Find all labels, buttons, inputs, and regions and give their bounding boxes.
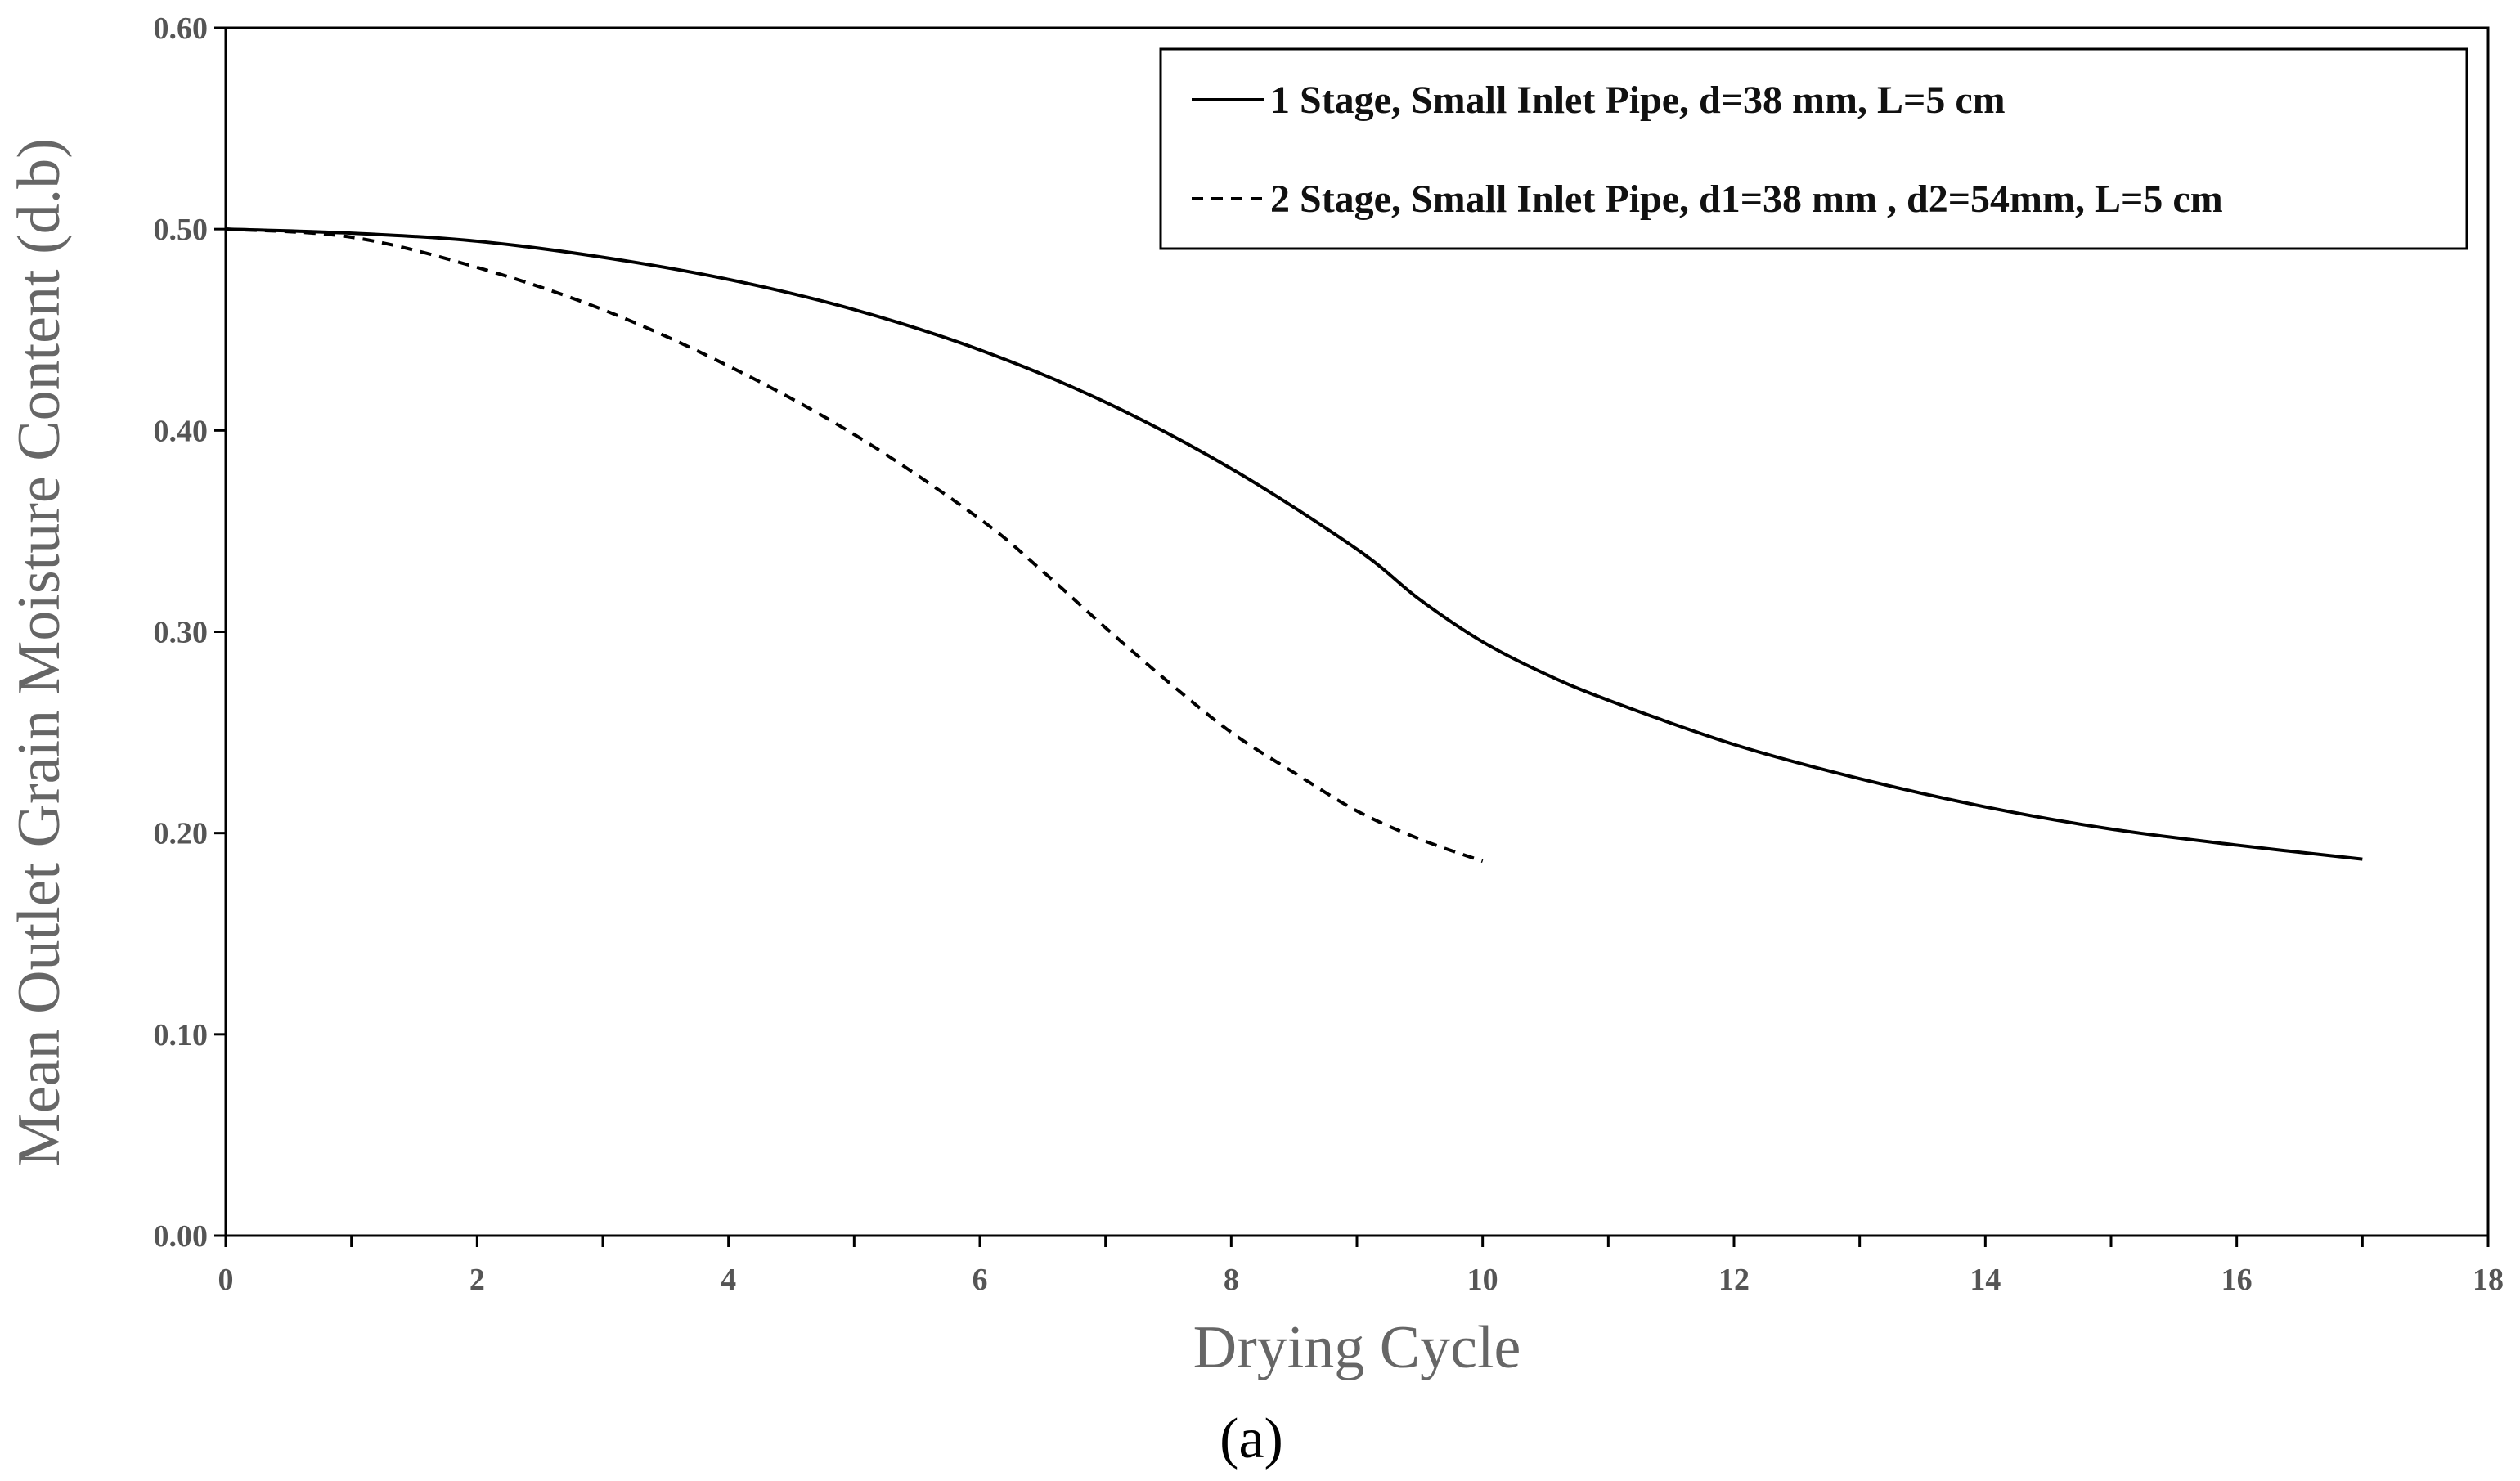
x-axis: 0 2 4 6 8 10 12 14 16 18 [218,1236,2504,1297]
legend-box [1159,47,2468,250]
y-tick-label: 0.30 [154,616,209,650]
y-tick-label: 0.40 [154,414,209,448]
x-tick-label: 12 [1718,1263,1750,1297]
x-tick-label: 4 [721,1263,736,1297]
x-tick-label: 14 [1970,1263,2001,1297]
series-line-2 [225,227,1484,864]
series-line-1 [225,227,2363,861]
y-tick-label: 0.60 [154,11,209,46]
y-tick-label: 0.50 [154,213,209,247]
legend: 1 Stage, Small Inlet Pipe, d=38 mm, L=5 … [1159,47,2468,250]
legend-label-series-2: 2 Stage, Small Inlet Pipe, d1=38 mm , d2… [1270,177,2223,221]
y-axis-title: Mean Outlet Grain Moisture Content (d.b) [6,138,73,1167]
x-tick-label: 16 [2221,1263,2253,1297]
x-tick-label: 2 [469,1263,485,1297]
legend-label-series-1: 1 Stage, Small Inlet Pipe, d=38 mm, L=5 … [1270,79,2006,122]
x-axis-title: Drying Cycle [1193,1314,1521,1381]
x-tick-label: 8 [1224,1263,1239,1297]
x-tick-label: 10 [1467,1263,1498,1297]
y-tick-label: 0.00 [154,1219,209,1254]
series-layer [225,227,2363,864]
y-tick-label: 0.10 [154,1018,209,1052]
x-tick-label: 6 [973,1263,988,1297]
y-tick-label: 0.20 [154,817,209,851]
x-tick-label: 18 [2473,1263,2504,1297]
x-tick-label: 0 [218,1263,234,1297]
panel-label: (a) [1220,1407,1283,1470]
y-axis: 0.00 0.10 0.20 0.30 0.40 0.50 0.60 [154,11,226,1254]
